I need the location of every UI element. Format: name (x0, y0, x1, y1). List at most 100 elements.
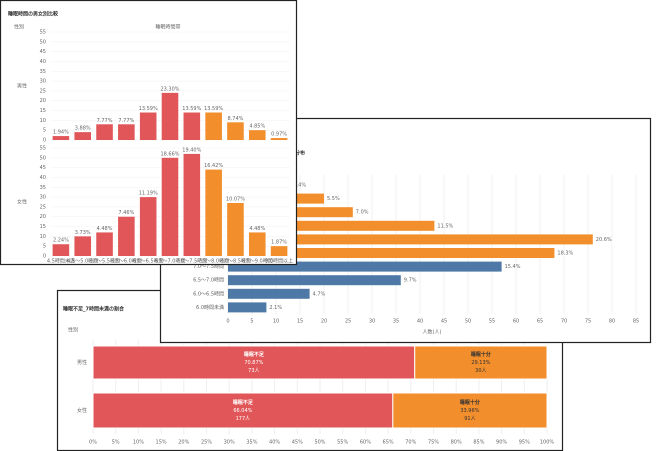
x-tick-label: 30 (369, 319, 375, 325)
row-header: 性別 (14, 24, 24, 31)
y-tick-label: 5 (43, 128, 46, 134)
bar (228, 220, 435, 231)
x-tick-label: 6.5〜7.0時間 (155, 259, 186, 265)
x-tick-label: 6.0〜6.5時間 (133, 259, 164, 265)
category-label: 6.5〜7.0時間 (193, 278, 224, 284)
bar (96, 232, 113, 256)
value-label: 7.77% (97, 118, 113, 124)
segment-value-label: 29.13% (471, 360, 490, 366)
x-tick-label: 5 (250, 319, 253, 325)
x-tick-label: 80 (609, 319, 615, 325)
value-label: 2.1% (269, 305, 282, 311)
x-tick-label: 75% (428, 440, 439, 446)
value-label: 7.77% (118, 118, 134, 124)
bar (227, 202, 244, 256)
x-tick-label: 50 (465, 319, 471, 325)
y-tick-label: 20 (40, 214, 46, 220)
x-tick-label: 80% (451, 440, 462, 446)
value-label: 2.24% (53, 238, 69, 244)
value-label: 4.85% (249, 124, 265, 130)
bar (96, 124, 113, 140)
segment-name: 睡眠十分 (471, 351, 491, 358)
value-label: 7.46% (118, 210, 134, 216)
value-label: 4.7% (313, 291, 326, 297)
x-tick-label: 55% (337, 440, 348, 446)
y-tick-label: 45 (40, 165, 46, 171)
x-tick-label: 20 (321, 319, 327, 325)
x-tick-label: 35% (246, 440, 257, 446)
segment-value-label: 70.87% (244, 360, 263, 366)
value-label: 7.0% (356, 210, 369, 216)
y-tick-label: 25 (40, 204, 46, 210)
row-label: 女性 (17, 199, 27, 206)
x-tick-label: 10% (133, 440, 144, 446)
bar (248, 130, 266, 140)
x-tick-label: 0 (226, 319, 229, 325)
x-tick-label: 7.0〜7.5時間 (176, 259, 207, 265)
bar-segment (414, 345, 548, 380)
y-tick-label: 20 (40, 98, 46, 104)
value-label: 18.66% (160, 151, 179, 157)
y-tick-label: 40 (40, 59, 46, 65)
value-label: 20.6% (596, 237, 612, 243)
bar (139, 197, 157, 256)
bar (228, 248, 555, 258)
segment-count-label: 91人 (464, 416, 475, 422)
value-label: 4.48% (97, 226, 113, 232)
x-axis-label: 人数(人) (423, 329, 442, 336)
x-tick-label: 25 (345, 319, 351, 325)
x-tick-label: 85% (473, 440, 484, 446)
y-tick-label: 10 (40, 118, 46, 124)
x-tick-label: 85 (633, 319, 639, 325)
value-label: 9.7% (404, 278, 417, 284)
x-tick-label: 65 (537, 319, 543, 325)
bar (74, 236, 92, 256)
y-tick-label: 10 (40, 234, 46, 240)
segment-count-label: 177人 (236, 416, 251, 422)
bar (228, 275, 401, 286)
x-tick-label: 0% (89, 440, 97, 446)
bar (118, 216, 135, 256)
bar-segment (392, 392, 548, 429)
row-label: 男性 (77, 359, 87, 366)
value-label: 4.48% (249, 226, 265, 232)
category-label: 6.0〜6.5時間 (193, 291, 224, 297)
value-label: 11.19% (139, 191, 158, 197)
bar (248, 232, 266, 256)
x-tick-label: 70% (405, 440, 416, 446)
y-tick-label: 0 (43, 254, 46, 260)
segment-count-label: 30人 (475, 368, 486, 374)
segment-value-label: 33.96% (460, 408, 479, 414)
x-tick-label: 10 (273, 319, 279, 325)
y-tick-label: 25 (40, 88, 46, 94)
value-label: 11.5% (437, 223, 453, 229)
bar-segment (92, 392, 394, 429)
x-tick-label: 40% (269, 440, 280, 446)
bar (161, 157, 179, 256)
x-tick-label: 15 (297, 319, 303, 325)
y-tick-label: 40 (40, 175, 46, 181)
y-tick-label: 55 (40, 146, 46, 152)
bar (227, 122, 244, 140)
y-tick-label: 55 (40, 30, 46, 36)
bar (183, 153, 201, 256)
value-label: 3.73% (75, 230, 91, 236)
x-tick-label: 8.0〜8.5時間 (220, 259, 251, 265)
y-tick-label: 5 (43, 244, 46, 250)
bar (118, 124, 135, 140)
y-tick-label: 50 (40, 39, 46, 45)
y-tick-label: 35 (40, 185, 46, 191)
x-tick-label: 70 (561, 319, 567, 325)
x-tick-label: 8.5〜9.0時間 (242, 259, 273, 265)
chart-title: 睡眠時間の男女別比較 (8, 11, 59, 18)
y-tick-label: 15 (40, 224, 46, 230)
x-tick-label: 90% (496, 440, 507, 446)
y-tick-label: 50 (40, 155, 46, 161)
x-tick-label: 50% (314, 440, 325, 446)
value-label: 13.59% (204, 106, 223, 112)
category-label: 7.0〜7.5時間 (193, 264, 224, 270)
x-tick-label: 45 (441, 319, 447, 325)
value-label: 3.88% (75, 126, 91, 132)
